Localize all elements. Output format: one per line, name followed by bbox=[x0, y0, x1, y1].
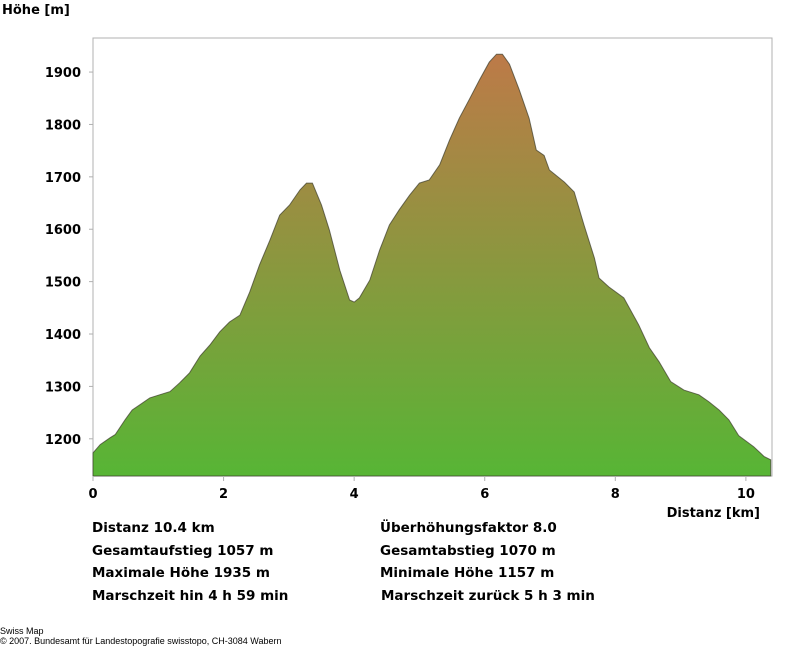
x-tick-label: 0 bbox=[88, 487, 97, 502]
y-tick-label: 1900 bbox=[45, 66, 81, 81]
x-tick-label: 2 bbox=[219, 487, 228, 502]
y-tick-label: 1400 bbox=[45, 328, 81, 343]
elevation-area bbox=[92, 53, 772, 477]
stat-descent: Gesamtabstieg 1070 m bbox=[380, 543, 556, 559]
y-tick-label: 1200 bbox=[45, 433, 81, 448]
footer-copyright: © 2007. Bundesamt für Landestopografie s… bbox=[0, 636, 282, 646]
y-tick-label: 1300 bbox=[45, 380, 81, 395]
footer-title: Swiss Map bbox=[0, 626, 44, 636]
stat-distance: Distanz 10.4 km bbox=[92, 520, 215, 536]
y-tick-label: 1500 bbox=[45, 276, 81, 291]
y-tick-label: 1600 bbox=[45, 223, 81, 238]
x-axis-label: Distanz [km] bbox=[667, 506, 760, 521]
x-tick-label: 8 bbox=[611, 487, 620, 502]
stat-exaggeration: Überhöhungsfaktor 8.0 bbox=[380, 520, 557, 536]
stat-min-height: Minimale Höhe 1157 m bbox=[380, 565, 555, 581]
stat-ascent: Gesamtaufstieg 1057 m bbox=[92, 543, 274, 559]
y-axis-label: Höhe [m] bbox=[2, 3, 70, 18]
elevation-profile-chart: Höhe [m] Distanz [km] 1200 1300 1400 1500 16… bbox=[2, 3, 773, 521]
stat-time-back: Marschzeit zurück 5 h 3 min bbox=[381, 588, 595, 604]
y-tick-label: 1800 bbox=[45, 118, 81, 133]
x-tick-label: 10 bbox=[737, 487, 755, 502]
x-tick-label: 6 bbox=[480, 487, 489, 502]
stat-max-height: Maximale Höhe 1935 m bbox=[92, 565, 270, 581]
x-tick-label: 4 bbox=[350, 487, 359, 502]
y-tick-label: 1700 bbox=[45, 171, 81, 186]
stat-time-out: Marschzeit hin 4 h 59 min bbox=[92, 588, 289, 604]
